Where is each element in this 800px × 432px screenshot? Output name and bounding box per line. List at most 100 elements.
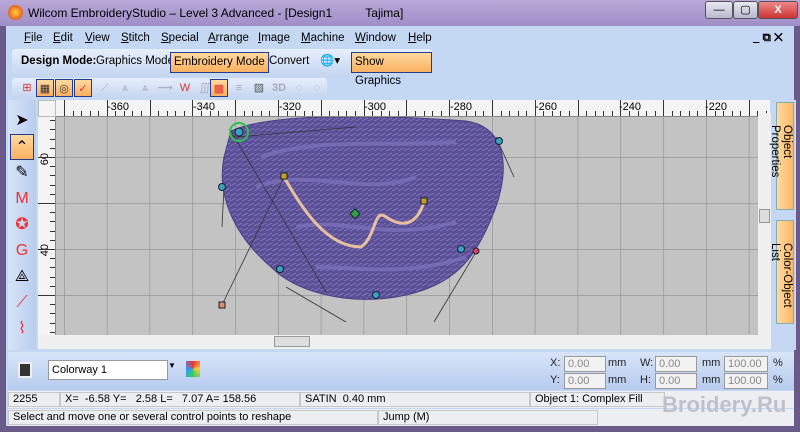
stitch-tool-icon[interactable]: ⩓ bbox=[121, 82, 129, 94]
x-field[interactable]: 0.00 bbox=[564, 356, 606, 372]
graphics-mode-button[interactable]: Graphics Mode bbox=[96, 55, 174, 67]
ruler-tick bbox=[449, 100, 451, 116]
ruler-tick bbox=[50, 322, 55, 324]
menu-special[interactable]: Special bbox=[161, 32, 199, 44]
scroll-thumb[interactable] bbox=[759, 209, 770, 223]
stitch-tool-icon[interactable]: ◌ bbox=[313, 82, 321, 94]
control-points[interactable] bbox=[218, 122, 503, 309]
ruler-corner[interactable] bbox=[38, 100, 56, 117]
horizontal-scrollbar[interactable] bbox=[38, 335, 771, 349]
ruler-tick bbox=[278, 100, 279, 116]
ruler-tick bbox=[680, 111, 682, 116]
ruler-tick bbox=[526, 111, 528, 116]
tab-object-properties[interactable]: Object Properties bbox=[769, 102, 794, 210]
edit-toolbox: ➤ ⌃ ✎ M ✪ G ⟁ ⟋ ⌇ bbox=[8, 100, 36, 350]
polyline-icon[interactable]: ⌇ bbox=[18, 320, 26, 337]
stitch-tool-icon[interactable]: ▨ bbox=[253, 82, 265, 94]
fabric-icon[interactable] bbox=[18, 362, 32, 378]
stitch-tool-icon[interactable]: ◎ bbox=[55, 79, 73, 97]
embroidery-object[interactable] bbox=[221, 117, 504, 300]
jump-status: Jump (M) bbox=[378, 410, 598, 425]
show-graphics-button[interactable]: Show Graphics bbox=[351, 52, 432, 87]
ruler-tick bbox=[594, 111, 596, 116]
status-bar-hint: Select and move one or several control p… bbox=[8, 409, 794, 426]
embroidery-mode-button[interactable]: Embroidery Mode bbox=[170, 52, 269, 73]
h-field[interactable]: 0.00 bbox=[655, 373, 697, 389]
document-window-controls[interactable]: _ ⧉ ✕ bbox=[753, 32, 783, 44]
ruler-tick bbox=[50, 175, 55, 177]
ruler-tick bbox=[372, 111, 374, 116]
convert-button[interactable]: Convert bbox=[269, 55, 310, 67]
ruler-tick bbox=[628, 111, 630, 116]
menu-image[interactable]: Image bbox=[258, 32, 290, 44]
vertical-scrollbar[interactable] bbox=[758, 113, 771, 335]
horizontal-ruler: -360 -340 -320 -300 -280 -260 -240 -220 bbox=[56, 100, 770, 117]
select-icon[interactable]: ➤ bbox=[15, 112, 29, 129]
ruler-tick bbox=[115, 111, 117, 116]
3d-icon[interactable]: 3D bbox=[271, 82, 287, 94]
percent-label: % bbox=[773, 357, 783, 369]
menu-machine[interactable]: Machine bbox=[301, 32, 345, 44]
ruler-tick bbox=[106, 100, 108, 116]
menu-window[interactable]: Window bbox=[355, 32, 396, 44]
ruler-tick bbox=[38, 157, 55, 158]
stitch-tool-icon[interactable]: ▩ bbox=[210, 79, 228, 97]
stitch-tool-icon[interactable]: W bbox=[179, 82, 191, 94]
colorway-palette-icon[interactable] bbox=[186, 361, 200, 377]
ruler-tick bbox=[50, 304, 55, 306]
knife-icon[interactable]: ✎ bbox=[15, 164, 29, 181]
ruler-tick bbox=[320, 100, 322, 116]
stitch-tool-icon[interactable]: ≡ bbox=[235, 82, 243, 94]
stitch-icon[interactable]: M bbox=[15, 190, 29, 207]
control-lines bbox=[221, 126, 515, 323]
ruler-tick bbox=[740, 111, 742, 116]
w-percent-field[interactable]: 100.00 bbox=[724, 356, 768, 372]
ruler-tick bbox=[50, 147, 55, 149]
menu-view[interactable]: View bbox=[85, 32, 110, 44]
stitch-toolbar: ⊞ ▦ ◎ ✓ ⟋ ⩓ ⩓ ⟿ W ∭ ▩ ≡ ▨ 3D ◌ ◌ bbox=[12, 78, 327, 98]
ruler-tick bbox=[50, 239, 55, 241]
applique-icon[interactable]: G bbox=[15, 242, 29, 259]
stitch-tool-icon[interactable]: ∭ bbox=[199, 82, 211, 94]
ruler-tick bbox=[50, 230, 55, 232]
y-field[interactable]: 0.00 bbox=[564, 373, 606, 389]
design-svg[interactable] bbox=[56, 117, 758, 335]
design-canvas[interactable] bbox=[56, 117, 758, 335]
ruler-tick bbox=[337, 111, 339, 116]
ruler-tick bbox=[389, 111, 391, 116]
run-icon[interactable]: ⟋ bbox=[16, 294, 28, 311]
stitch-tool-icon[interactable]: ⊞ bbox=[22, 82, 32, 94]
ruler-label: -320 bbox=[279, 101, 302, 113]
menu-stitch[interactable]: Stitch bbox=[121, 32, 150, 44]
menu-edit[interactable]: Edit bbox=[53, 32, 73, 44]
ruler-tick bbox=[406, 100, 408, 116]
ruler-tick bbox=[158, 111, 160, 116]
stitch-tool-icon[interactable]: ▦ bbox=[36, 79, 54, 97]
stitch-tool-icon[interactable]: ⩓ bbox=[141, 82, 149, 94]
outline-icon[interactable]: ⟁ bbox=[14, 268, 30, 285]
chevron-down-icon[interactable]: ▼ bbox=[168, 361, 176, 370]
tab-color-object-list[interactable]: Color-Object List bbox=[769, 220, 794, 324]
globe-dropdown-icon[interactable]: 🌐▾ bbox=[320, 55, 341, 67]
menu-arrange[interactable]: Arrange bbox=[208, 32, 249, 44]
w-field[interactable]: 0.00 bbox=[655, 356, 697, 372]
menu-file[interactable]: File bbox=[24, 32, 43, 44]
maximize-button[interactable]: ▢ bbox=[733, 1, 758, 19]
fill-icon[interactable]: ✪ bbox=[15, 216, 29, 233]
menu-help[interactable]: Help bbox=[408, 32, 432, 44]
stitch-tool-icon[interactable]: ◌ bbox=[295, 82, 303, 94]
h-percent-field[interactable]: 100.00 bbox=[724, 373, 768, 389]
minimize-button[interactable]: — bbox=[705, 1, 733, 19]
close-button[interactable]: X bbox=[758, 1, 798, 19]
ruler-label: -220 bbox=[705, 101, 728, 113]
stitch-tool-icon[interactable]: ⟋ bbox=[101, 82, 109, 94]
ruler-tick bbox=[577, 100, 579, 116]
ruler-tick bbox=[397, 111, 399, 116]
reshape-icon[interactable]: ⌃ bbox=[10, 134, 34, 160]
ruler-tick bbox=[380, 111, 382, 116]
colorway-select[interactable]: Colorway 1 bbox=[48, 360, 168, 380]
stitch-tool-icon[interactable]: ✓ bbox=[74, 79, 92, 97]
ruler-tick bbox=[697, 111, 699, 116]
scroll-thumb[interactable] bbox=[274, 336, 310, 347]
stitch-tool-icon[interactable]: ⟿ bbox=[157, 82, 173, 94]
